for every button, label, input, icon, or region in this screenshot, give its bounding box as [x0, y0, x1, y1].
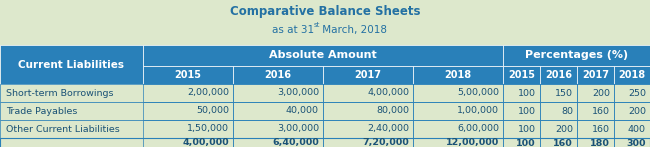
Bar	[233, 120, 323, 138]
Bar	[503, 138, 540, 147]
Text: 100: 100	[518, 125, 536, 133]
Text: 150: 150	[555, 88, 573, 97]
Bar	[614, 138, 650, 147]
Bar	[0, 138, 650, 147]
Text: 2018: 2018	[445, 70, 471, 80]
Text: Short-term Borrowings: Short-term Borrowings	[6, 88, 114, 97]
Bar	[577, 120, 614, 138]
Text: 4,00,000: 4,00,000	[367, 88, 409, 97]
Text: Percentages (%): Percentages (%)	[525, 51, 628, 61]
Text: 4,00,000: 4,00,000	[183, 138, 229, 147]
Text: 250: 250	[628, 88, 646, 97]
Bar	[503, 66, 540, 84]
Text: 2018: 2018	[618, 70, 645, 80]
Bar	[323, 138, 413, 147]
Text: 180: 180	[590, 138, 610, 147]
Text: 160: 160	[553, 138, 573, 147]
Text: Comparative Balance Sheets: Comparative Balance Sheets	[229, 5, 421, 19]
Text: March, 2018: March, 2018	[319, 25, 387, 35]
Text: 160: 160	[592, 106, 610, 116]
Text: 200: 200	[555, 125, 573, 133]
Bar	[503, 45, 650, 66]
Text: 1,00,000: 1,00,000	[457, 106, 499, 116]
Bar	[143, 84, 233, 102]
Bar	[233, 138, 323, 147]
Text: 2017: 2017	[354, 70, 382, 80]
Bar	[614, 102, 650, 120]
Bar	[540, 84, 577, 102]
Bar	[0, 84, 650, 102]
Bar	[540, 66, 577, 84]
Bar	[413, 102, 503, 120]
Text: 3,00,000: 3,00,000	[277, 125, 319, 133]
Bar	[540, 102, 577, 120]
Bar	[323, 84, 413, 102]
Bar	[0, 45, 143, 84]
Text: 200: 200	[592, 88, 610, 97]
Text: 200: 200	[628, 106, 646, 116]
Bar	[577, 102, 614, 120]
Bar	[614, 66, 650, 84]
Text: 2015: 2015	[174, 70, 202, 80]
Text: Absolute Amount: Absolute Amount	[269, 51, 377, 61]
Bar	[540, 120, 577, 138]
Text: 1,50,000: 1,50,000	[187, 125, 229, 133]
Bar	[413, 138, 503, 147]
Bar	[614, 120, 650, 138]
Bar	[323, 102, 413, 120]
Bar	[0, 0, 650, 45]
Text: 6,00,000: 6,00,000	[457, 125, 499, 133]
Bar	[323, 66, 413, 84]
Text: 400: 400	[628, 125, 646, 133]
Text: 100: 100	[516, 138, 536, 147]
Text: 2015: 2015	[508, 70, 535, 80]
Bar	[614, 84, 650, 102]
Text: 80,000: 80,000	[376, 106, 409, 116]
Text: 50,000: 50,000	[196, 106, 229, 116]
Bar	[143, 138, 233, 147]
Text: 100: 100	[518, 106, 536, 116]
Text: 40,000: 40,000	[286, 106, 319, 116]
Bar	[577, 84, 614, 102]
Bar	[0, 102, 650, 120]
Bar	[413, 84, 503, 102]
Text: 7,20,000: 7,20,000	[362, 138, 409, 147]
Bar	[413, 120, 503, 138]
Bar	[233, 102, 323, 120]
Bar	[143, 45, 503, 66]
Text: Trade Payables: Trade Payables	[6, 106, 77, 116]
Text: 2017: 2017	[582, 70, 609, 80]
Text: Other Current Liabilities: Other Current Liabilities	[6, 125, 120, 133]
Text: 80: 80	[561, 106, 573, 116]
Bar	[577, 66, 614, 84]
Text: 2016: 2016	[265, 70, 291, 80]
Text: 300: 300	[627, 138, 646, 147]
Bar	[503, 84, 540, 102]
Text: 160: 160	[592, 125, 610, 133]
Text: 2,40,000: 2,40,000	[367, 125, 409, 133]
Text: 12,00,000: 12,00,000	[446, 138, 499, 147]
Text: 100: 100	[518, 88, 536, 97]
Text: Current Liabilities: Current Liabilities	[18, 60, 125, 70]
Bar	[540, 138, 577, 147]
Bar	[413, 66, 503, 84]
Bar	[323, 120, 413, 138]
Text: 2016: 2016	[545, 70, 572, 80]
Bar	[233, 66, 323, 84]
Bar	[233, 84, 323, 102]
Bar	[503, 120, 540, 138]
Bar	[0, 120, 650, 138]
Bar	[143, 66, 233, 84]
Text: 3,00,000: 3,00,000	[277, 88, 319, 97]
Bar	[143, 102, 233, 120]
Text: 6,40,000: 6,40,000	[272, 138, 319, 147]
Text: 5,00,000: 5,00,000	[457, 88, 499, 97]
Text: 2,00,000: 2,00,000	[187, 88, 229, 97]
Text: as at 31: as at 31	[272, 25, 314, 35]
Bar	[577, 138, 614, 147]
Bar	[143, 120, 233, 138]
Bar	[503, 102, 540, 120]
Text: st: st	[314, 22, 320, 28]
